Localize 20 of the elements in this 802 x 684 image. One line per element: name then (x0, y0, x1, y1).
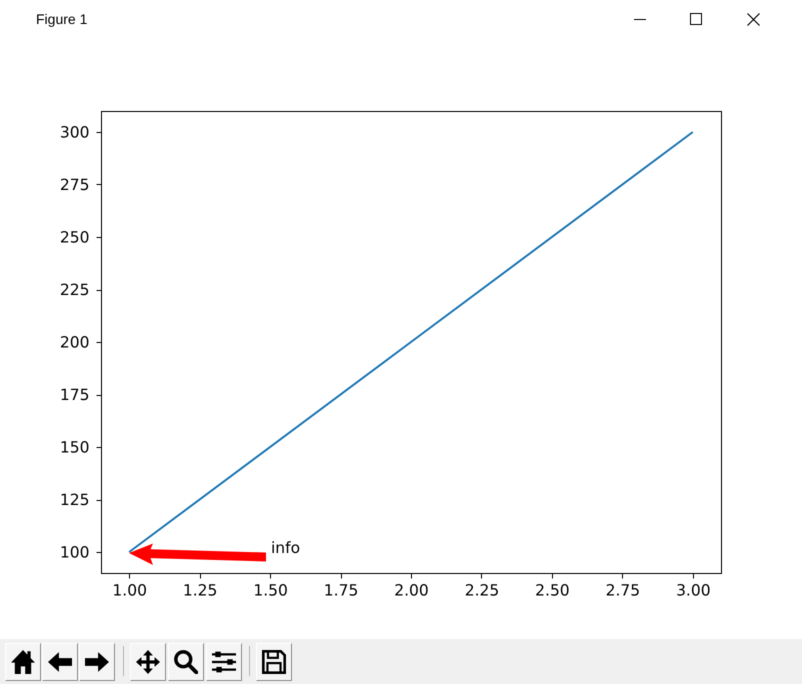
y-tick-label: 125 (60, 491, 90, 509)
x-tick-label: 3.00 (676, 582, 711, 600)
y-tick-label: 300 (60, 124, 90, 142)
x-tick-label: 1.25 (182, 582, 218, 600)
chart-title: Figure 1 (36, 11, 88, 28)
x-tick-label: 1.00 (112, 582, 147, 600)
y-tick-label: 150 (60, 438, 90, 456)
x-tick-label: 2.75 (606, 582, 640, 600)
y-tick-label: 175 (60, 386, 90, 404)
x-tick-label: 1.75 (324, 582, 358, 600)
x-tick-label: 2.50 (535, 582, 570, 600)
x-tick-label: 2.25 (464, 582, 500, 600)
y-tick-label: 250 (60, 228, 90, 246)
y-tick-label: 225 (60, 281, 90, 299)
y-tick-label: 275 (60, 176, 90, 194)
y-tick-label: 100 (60, 544, 90, 562)
annotation: info (271, 539, 300, 557)
y-tick-label: 200 (60, 334, 90, 352)
x-tick-label: 1.50 (253, 582, 288, 600)
x-tick-label: 2.00 (394, 582, 429, 600)
